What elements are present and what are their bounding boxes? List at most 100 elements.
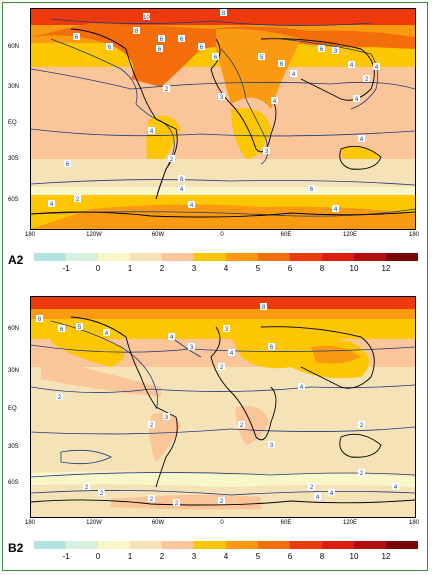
contour-label: 2 [76, 197, 80, 203]
colorbar-swatch [130, 253, 162, 261]
contour-label-bg [308, 483, 315, 490]
contour-label: 2 [175, 501, 179, 507]
colorbar-swatch [386, 541, 418, 549]
lon-label: 120E [342, 520, 357, 526]
contour-label: 6 [280, 62, 284, 68]
colorbar-swatch [162, 541, 194, 549]
contour-label: 4 [350, 63, 354, 69]
contour-label-bg [178, 185, 185, 192]
colorbar-swatch [258, 253, 290, 261]
colorbar-tick-label: 1 [127, 264, 133, 273]
contour-label-bg [218, 93, 225, 100]
contour-label-bg [373, 63, 380, 70]
contour-label-bg [148, 421, 155, 428]
contour-label: 4 [170, 335, 174, 341]
contour-label-bg [188, 201, 195, 208]
contour-label-bg [308, 185, 315, 192]
lat-label: 30S [8, 444, 19, 450]
contour-label-bg [98, 489, 105, 496]
contour-label: 4 [375, 65, 379, 71]
contour-label: 8 [135, 29, 139, 35]
contour-label: 2 [220, 499, 224, 505]
contour-label-bg [268, 441, 275, 448]
contour-label: 2 [360, 471, 364, 477]
lat-label: 30S [8, 156, 19, 162]
contour-label: 3 [225, 327, 229, 333]
colorbar-tick-label: 3 [191, 264, 197, 273]
lon-label: 60E [280, 232, 292, 238]
contour-label: 2 [150, 497, 154, 503]
contour-label: 8 [38, 317, 42, 323]
lon-label: 180 [408, 520, 419, 526]
contour-label-bg [156, 45, 163, 52]
contour-label-bg [348, 61, 355, 68]
contour-label: 6 [66, 162, 70, 168]
lon-label: 180 [408, 232, 419, 238]
panel-label-b2: B2 [8, 541, 24, 555]
contour-label: 6 [180, 37, 184, 43]
colorbar-ticks-b2: -1 0 1 2 3 4 5 6 8 10 12 [34, 552, 418, 562]
contour-label-bg [258, 53, 265, 60]
colorbar-tick-label: 5 [255, 552, 261, 561]
contour-label-bg [218, 363, 225, 370]
colorbar-swatch [194, 253, 226, 261]
colorbar-swatch [386, 253, 418, 261]
contour-label-bg [73, 33, 80, 40]
lat-label: 60N [8, 44, 20, 50]
contour-label-bg [158, 35, 165, 42]
contour-label: 6 [310, 187, 314, 193]
contour-label-bg [271, 97, 278, 104]
lon-label: 0 [220, 232, 224, 238]
contour-label-bg [56, 393, 63, 400]
colorbar-tick-label: 5 [255, 264, 261, 273]
contour-label: 4 [300, 385, 304, 391]
lon-label: 60W [151, 520, 165, 526]
colorbar-tick-label: 3 [191, 552, 197, 561]
contour-label: 4 [316, 495, 320, 501]
colorbar-tick-label: 12 [381, 552, 391, 561]
contour-label-bg [36, 315, 43, 322]
contour-label: 8 [222, 11, 226, 17]
contour-label: 2 [360, 423, 364, 429]
contour-label-bg [218, 497, 225, 504]
colorbar-swatch [354, 541, 386, 549]
contour-label: 2 [85, 485, 89, 491]
contour-label: 3 [190, 345, 194, 351]
contour-label: 2 [240, 423, 244, 429]
contour-label-bg [358, 421, 365, 428]
contour-label: 5 [78, 325, 82, 331]
colorbar-tick-label: 12 [381, 264, 391, 273]
colorbar-swatch [66, 253, 98, 261]
contour-label: 6 [75, 35, 79, 41]
contour-label: 4 [105, 331, 109, 337]
contour-label-bg [228, 349, 235, 356]
contour-label-bg [48, 200, 55, 207]
contour-label: 4 [150, 129, 154, 135]
contour-label: 4 [190, 203, 194, 209]
contour-label: 8 [180, 177, 184, 183]
contour-label: 3 [265, 149, 269, 155]
contour-label: 4 [360, 137, 364, 143]
figure-frame [2, 2, 428, 571]
contour-label-bg [148, 495, 155, 502]
contour-label: 3 [165, 415, 169, 421]
colorbar-tick-label: 1 [127, 552, 133, 561]
contour-label-bg [332, 47, 339, 54]
contour-label: 5 [260, 55, 264, 61]
contour-label: 6 [200, 45, 204, 51]
colorbar-tick-label: 4 [223, 552, 229, 561]
contour-label-bg [290, 70, 297, 77]
colorbar-tick-label: 10 [349, 552, 359, 561]
contour-label-bg [103, 329, 110, 336]
map-a2: 8 6 8 10 6 6 6 6 6 6 5 6 4 6 3 4 4 2 3 4 2 4 4 3 4 2 6 4 8 6 4 2 4 4 [30, 8, 416, 230]
contour-label: 6 [320, 47, 324, 53]
contour-label: 6 [160, 37, 164, 43]
contour-label-bg [106, 43, 113, 50]
contour-label: 10 [143, 15, 150, 21]
contour-label-bg [392, 483, 399, 490]
colorbar-swatch [226, 541, 258, 549]
contour-label-bg [168, 333, 175, 340]
lat-label: 60S [8, 197, 19, 203]
contour-label-bg [298, 383, 305, 390]
